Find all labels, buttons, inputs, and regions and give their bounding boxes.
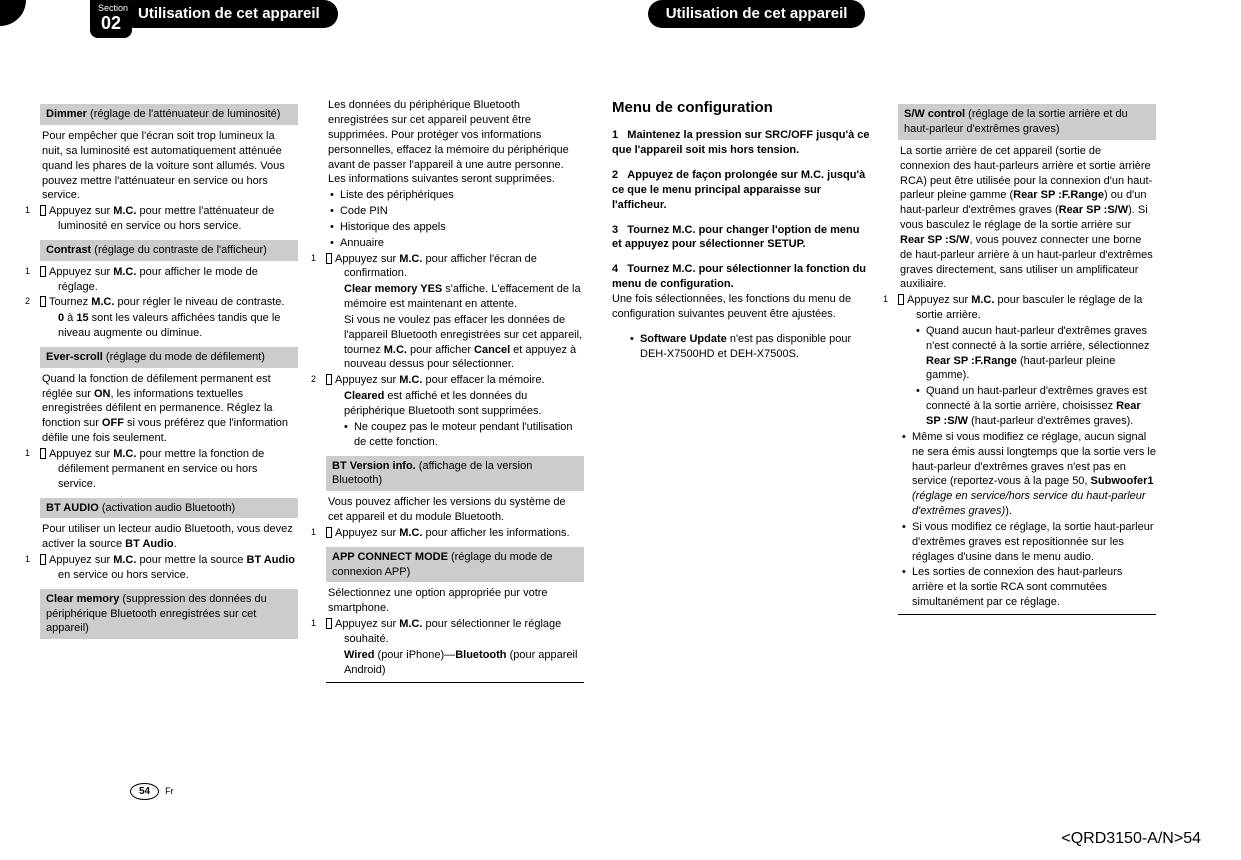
page-number: 54 Fr	[130, 783, 174, 801]
dimmer-head: Dimmer (réglage de l'atténuateur de lumi…	[40, 104, 298, 125]
btv-head: BT Version info. (affichage de la versio…	[326, 456, 584, 492]
s2c-text: Ne coupez pas le moteur pendant l'utilis…	[354, 421, 573, 448]
contrast-s2b: 0 à 15 sont les valeurs affichées tandis…	[40, 311, 298, 341]
cfg-s4b: Une fois sélectionnées, les fonctions du…	[612, 293, 851, 320]
b4-text: Annuaire	[340, 237, 384, 249]
col2-s2c: • Ne coupez pas le moteur pendant l'util…	[326, 420, 584, 450]
section-label: Section	[98, 3, 128, 13]
col2-b2: • Code PIN	[326, 204, 584, 219]
sw-s1b: • Quand un haut-parleur d'extrêmes grave…	[898, 384, 1156, 429]
col2-s1: 1Appuyez sur M.C. pour afficher l'écran …	[326, 252, 584, 282]
section-number: 02	[98, 14, 124, 32]
cfg-s1: 1 Maintenez la pression sur SRC/OFF jusq…	[612, 128, 870, 158]
btv-body: Vous pouvez afficher les versions du sys…	[326, 495, 584, 525]
page: Section 02 Utilisation de cet appareil U…	[0, 0, 1241, 687]
col2-intro: Les données du périphérique Bluetooth en…	[326, 98, 584, 187]
doc-ref: <QRD3150-A/N>54	[1061, 828, 1201, 850]
title-row: Utilisation de cet appareil Utilisation …	[120, 0, 865, 28]
title-left: Utilisation de cet appareil	[120, 0, 338, 28]
col2-s2: 2Appuyez sur M.C. pour effacer la mémoir…	[326, 373, 584, 388]
btv-s1: 1Appuyez sur M.C. pour afficher les info…	[326, 526, 584, 541]
menu-heading: Menu de configuration	[612, 98, 870, 118]
app-s1b: Wired (pour iPhone)—Bluetooth (pour appa…	[326, 648, 584, 678]
cfg-s2: 2 Appuyez de façon prolongée sur M.C. ju…	[612, 168, 870, 213]
b1-text: Liste des périphériques	[340, 189, 454, 201]
ever-head: Ever-scroll (réglage du mode de défileme…	[40, 347, 298, 368]
col2-s2b: Cleared est affiché et les données du pé…	[326, 389, 584, 419]
page-lang: Fr	[165, 785, 174, 797]
title-right: Utilisation de cet appareil	[648, 0, 866, 28]
btaudio-s1: 1Appuyez sur M.C. pour mettre la source …	[40, 553, 298, 583]
col2-s1b: Clear memory YES s'affiche. L'effacement…	[326, 282, 584, 312]
contrast-s2: 2Tournez M.C. pour régler le niveau de c…	[40, 295, 298, 310]
cfg-s4: 4 Tournez M.C. pour sélectionner la fonc…	[612, 262, 870, 321]
section-tab: Section 02	[90, 0, 132, 38]
contrast-s1: 1Appuyez sur M.C. pour afficher le mode …	[40, 265, 298, 295]
cfg-s4c: • Software Update n'est pas disponible p…	[612, 332, 870, 362]
btaudio-head: BT AUDIO (activation audio Bluetooth)	[40, 498, 298, 519]
col2-b4: • Annuaire	[326, 236, 584, 251]
ever-s1: 1Appuyez sur M.C. pour mettre la fonctio…	[40, 447, 298, 492]
divider	[326, 682, 584, 683]
sw-s1a: • Quand aucun haut-parleur d'extrêmes gr…	[898, 324, 1156, 383]
header: Section 02 Utilisation de cet appareil U…	[40, 0, 1201, 38]
column-4: S/W control (réglage de la sortie arrièr…	[898, 98, 1156, 686]
sw-body: La sortie arrière de cet appareil (sorti…	[898, 144, 1156, 292]
sw-n3: • Les sorties de connexion des haut-parl…	[898, 565, 1156, 610]
sw-head: S/W control (réglage de la sortie arrièr…	[898, 104, 1156, 140]
b3-text: Historique des appels	[340, 221, 446, 233]
sw-n2: • Si vous modifiez ce réglage, la sortie…	[898, 520, 1156, 565]
app-s1: 1Appuyez sur M.C. pour sélectionner le r…	[326, 617, 584, 647]
column-1: Dimmer (réglage de l'atténuateur de lumi…	[40, 98, 298, 686]
sw-n1: • Même si vous modifiez ce réglage, aucu…	[898, 430, 1156, 519]
cfg-s3: 3 Tournez M.C. pour changer l'option de …	[612, 223, 870, 253]
app-body: Sélectionnez une option appropriée pur v…	[326, 586, 584, 616]
divider-4	[898, 614, 1156, 615]
dimmer-step1: 1Appuyez sur M.C. pour mettre l'atténuat…	[40, 204, 298, 234]
col2-b3: • Historique des appels	[326, 220, 584, 235]
clear-head: Clear memory (suppression des données du…	[40, 589, 298, 640]
dimmer-body: Pour empêcher que l'écran soit trop lumi…	[40, 129, 298, 203]
sw-s1: 1Appuyez sur M.C. pour basculer le régla…	[898, 293, 1156, 323]
btaudio-body: Pour utiliser un lecteur audio Bluetooth…	[40, 522, 298, 552]
col2-s1c: Si vous ne voulez pas effacer les donnée…	[326, 313, 584, 372]
col2-b1: • Liste des périphériques	[326, 188, 584, 203]
page-oval: 54	[130, 783, 159, 801]
b2-text: Code PIN	[340, 205, 388, 217]
n3-text: Les sorties de connexion des haut-parleu…	[912, 566, 1122, 608]
column-3: Menu de configuration 1 Maintenez la pre…	[612, 98, 870, 686]
app-head: APP CONNECT MODE (réglage du mode de con…	[326, 547, 584, 583]
columns: Dimmer (réglage de l'atténuateur de lumi…	[40, 98, 1201, 686]
column-2: Les données du périphérique Bluetooth en…	[326, 98, 584, 686]
ever-body: Quand la fonction de défilement permanen…	[40, 372, 298, 446]
contrast-head: Contrast (réglage du contraste de l'affi…	[40, 240, 298, 261]
n2-text: Si vous modifiez ce réglage, la sortie h…	[912, 521, 1154, 563]
